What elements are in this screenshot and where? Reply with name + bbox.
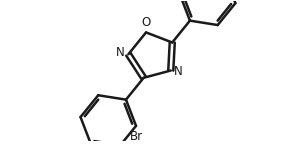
Text: Br: Br [129,130,143,143]
Text: N: N [116,46,125,59]
Text: O: O [141,16,151,29]
Text: N: N [174,65,183,78]
